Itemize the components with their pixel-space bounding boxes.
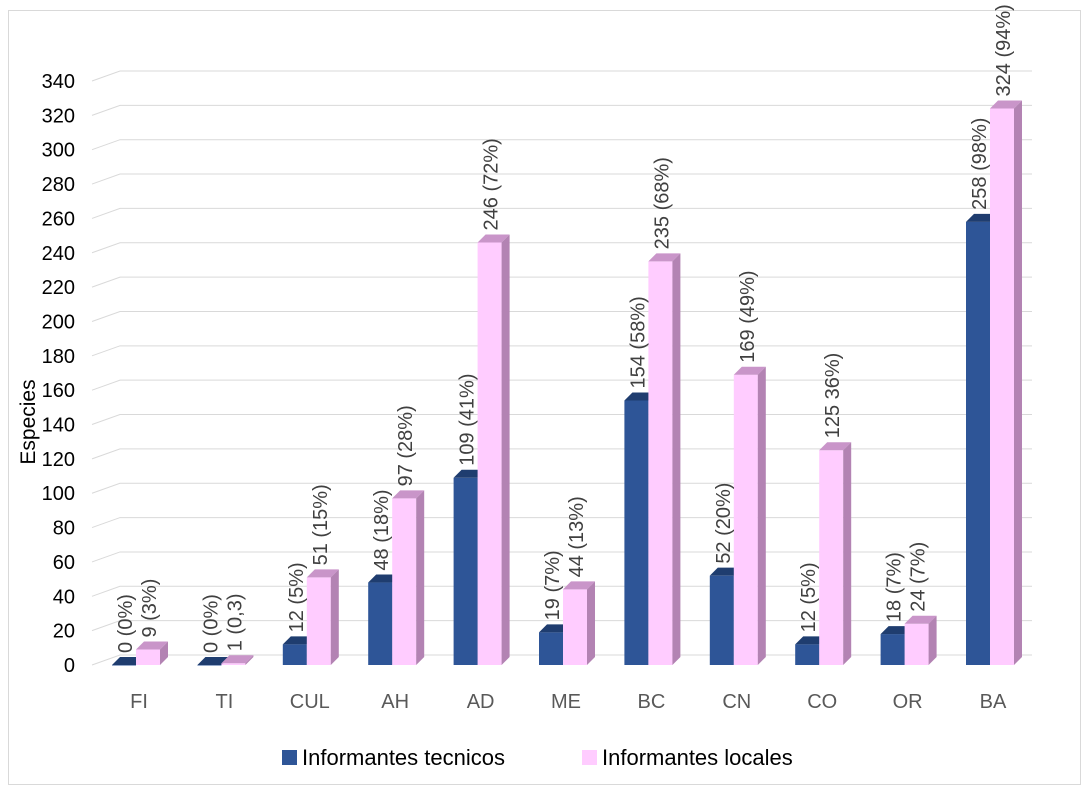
y-tick-label: 340 — [42, 71, 75, 93]
x-category-label: FI — [130, 691, 148, 713]
bar-informantes-locales — [477, 234, 510, 666]
y-tick-label: 300 — [42, 140, 75, 162]
y-axis-title: Especies — [17, 379, 40, 464]
gridline — [91, 173, 1032, 185]
y-tick-label: 200 — [42, 311, 75, 333]
bar-informantes-tecnicos — [539, 624, 571, 665]
legend-swatch — [282, 750, 297, 765]
y-axis-ticks: 0 20 40 60 80 100 120 140 160 180 200 220 240 260 280 3… — [42, 71, 75, 677]
gridline — [91, 276, 1032, 288]
x-category-label: CUL — [290, 691, 330, 713]
data-label: 12 (5%) — [798, 562, 820, 632]
data-label: 246 (72%) — [481, 138, 503, 230]
bar-informantes-locales — [819, 442, 852, 665]
data-label: 19 (7%) — [542, 550, 564, 620]
bar-informantes-locales — [306, 569, 339, 665]
data-label: 44 (13%) — [566, 496, 588, 577]
legend-label: Informantes locales — [602, 745, 793, 770]
y-tick-label: 160 — [42, 380, 75, 402]
data-label: 235 (68%) — [651, 157, 673, 249]
data-label: 0 (0%) — [200, 594, 222, 653]
legend: Informantes tecnicos Informantes locales — [282, 745, 793, 770]
y-tick-label: 0 — [64, 655, 75, 677]
legend-item-informantes-locales: Informantes locales — [582, 745, 793, 770]
x-category-label: OR — [893, 691, 923, 713]
data-label: 109 (41%) — [457, 373, 479, 465]
data-label: 18 (7%) — [884, 552, 906, 622]
x-category-label: BC — [638, 691, 666, 713]
data-label: 9 (3%) — [139, 579, 161, 638]
y-tick-label: 80 — [53, 518, 75, 540]
x-category-label: CO — [807, 691, 837, 713]
bar-informantes-locales — [221, 655, 254, 665]
x-category-label: AD — [467, 691, 495, 713]
y-tick-label: 280 — [42, 174, 75, 196]
data-label: 97 (28%) — [395, 405, 417, 486]
x-category-label: BA — [980, 691, 1007, 713]
gridline — [91, 310, 1032, 322]
y-tick-label: 40 — [53, 586, 75, 608]
x-category-label: TI — [216, 691, 234, 713]
data-label: 12 (5%) — [286, 562, 308, 632]
gridline — [91, 345, 1032, 357]
y-tick-label: 240 — [42, 243, 75, 265]
gridline — [91, 70, 1032, 82]
gridline — [91, 379, 1032, 391]
bars — [112, 100, 1022, 666]
bar-informantes-locales — [648, 253, 681, 665]
y-tick-label: 140 — [42, 415, 75, 437]
y-tick-label: 260 — [42, 208, 75, 230]
gridline — [91, 104, 1032, 116]
data-labels: 0 (0%) 9 (3%) 0 (0%) 1 (0,3) 12 (5%)51 (15%)… — [115, 4, 1015, 653]
data-label: 1 (0,3) — [224, 593, 246, 651]
gridline — [91, 517, 1032, 529]
legend-swatch — [582, 750, 597, 765]
data-label: 154 (58%) — [627, 296, 649, 388]
bar-informantes-locales — [136, 641, 168, 665]
legend-label: Informantes tecnicos — [302, 745, 505, 770]
gridline — [91, 482, 1032, 494]
x-axis-categories: FI TI CUL AH AD ME BC CN CO OR BA — [130, 691, 1007, 713]
bar-informantes-locales — [392, 490, 425, 665]
data-label: 0 (0%) — [115, 594, 137, 653]
gridline — [91, 414, 1032, 426]
y-tick-label: 320 — [42, 105, 75, 127]
y-tick-label: 120 — [42, 449, 75, 471]
bar-informantes-locales — [990, 100, 1022, 665]
gridline — [91, 139, 1032, 151]
y-tick-label: 180 — [42, 346, 75, 368]
legend-item-informantes-tecnicos: Informantes tecnicos — [282, 745, 505, 770]
y-tick-label: 220 — [42, 277, 75, 299]
y-tick-label: 20 — [53, 621, 75, 643]
gridline — [91, 242, 1032, 254]
data-label: 258 (98%) — [969, 118, 991, 210]
x-category-label: AH — [381, 691, 409, 713]
data-label: 324 (94%) — [993, 4, 1015, 96]
gridline — [91, 207, 1032, 219]
bar-informantes-locales — [733, 366, 766, 665]
y-tick-label: 60 — [53, 552, 75, 574]
gridline — [91, 551, 1032, 563]
x-category-label: ME — [551, 691, 581, 713]
data-label: 169 (49%) — [737, 270, 759, 362]
data-label: 24 (7%) — [908, 542, 930, 612]
x-category-label: CN — [722, 691, 751, 713]
data-label: 51 (15%) — [310, 484, 332, 565]
data-label: 48 (18%) — [371, 489, 393, 570]
bar-informantes-locales — [904, 615, 937, 665]
gridline — [91, 448, 1032, 460]
y-tick-label: 100 — [42, 483, 75, 505]
data-label: 125 36%) — [822, 353, 844, 439]
bar-informantes-locales — [563, 581, 595, 665]
data-label: 52 (20%) — [713, 483, 735, 564]
bar-informantes-tecnicos — [197, 657, 230, 666]
